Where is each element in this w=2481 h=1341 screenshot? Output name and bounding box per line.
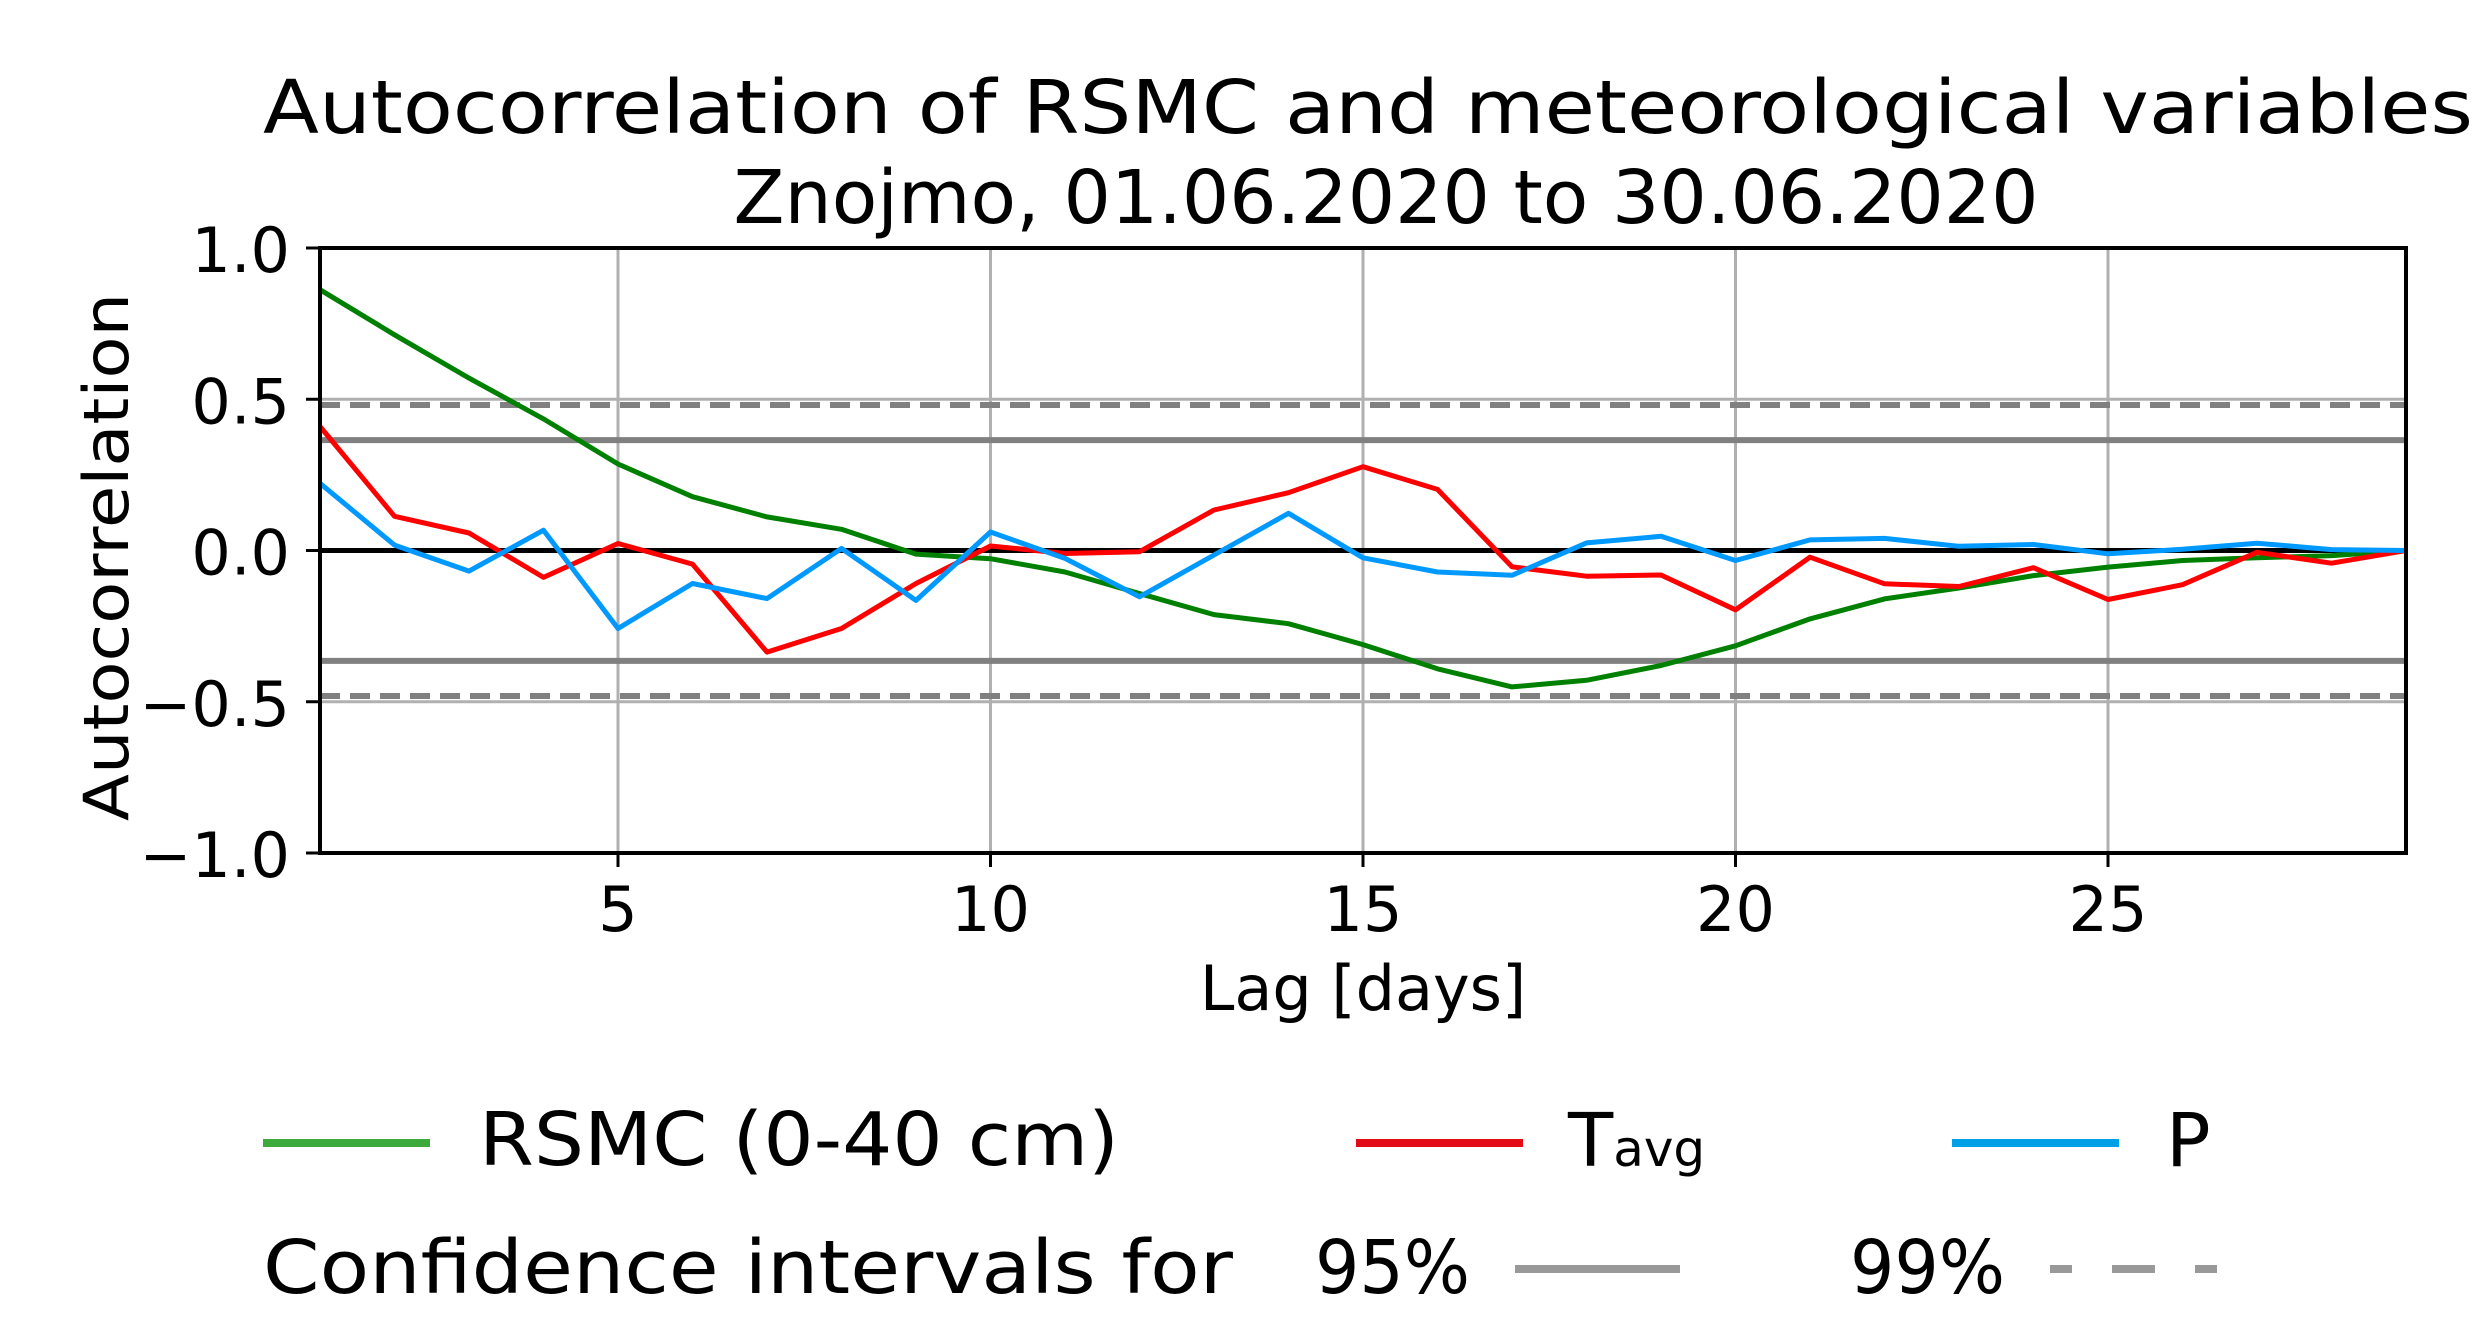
legend-label-p: P xyxy=(2166,1098,2211,1184)
legend-ci99-label: 99% xyxy=(1850,1225,2005,1311)
legend-label-tavg: Tavg xyxy=(1567,1098,1705,1184)
axes-layer xyxy=(306,246,2408,867)
reference-lines-layer xyxy=(320,401,2406,700)
legend-item-tavg: Tavg xyxy=(1356,1098,1705,1184)
y-tick-label: −0.5 xyxy=(139,668,290,741)
x-tick-label: 15 xyxy=(1324,873,1403,946)
x-tick-label: 10 xyxy=(951,873,1030,946)
legend-label-tavg-main: T xyxy=(1567,1098,1614,1184)
y-tick-label: 0.0 xyxy=(191,517,290,590)
y-tick-label: 1.0 xyxy=(191,214,290,287)
chart-subtitle: Znojmo, 01.06.2020 to 30.06.2020 xyxy=(734,155,2039,241)
tick-labels-layer: 5 10 15 20 25 1.0 0.5 0.0 −0.5 −1.0 xyxy=(139,214,2147,946)
legend-item-rsmc: RSMC (0-40 cm) xyxy=(263,1097,1119,1183)
y-tick-label: 0.5 xyxy=(191,365,290,438)
legend-label-rsmc: RSMC (0-40 cm) xyxy=(479,1097,1119,1183)
legend-ci95-label: 95% xyxy=(1315,1225,1470,1311)
x-tick-label: 5 xyxy=(598,873,637,946)
legend-ci-caption: Confidence intervals for xyxy=(263,1225,1234,1311)
legend: RSMC (0-40 cm) Tavg P Confidence interva… xyxy=(263,1097,2217,1311)
x-tick-label: 25 xyxy=(2069,873,2148,946)
x-tick-label: 20 xyxy=(1696,873,1775,946)
x-axis-label: Lag [days] xyxy=(1200,952,1526,1025)
series-layer xyxy=(318,287,2407,690)
legend-label-tavg-sub: avg xyxy=(1613,1120,1705,1178)
legend-item-p: P xyxy=(1952,1098,2211,1184)
y-axis-label: Autocorrelation xyxy=(70,293,143,821)
y-tick-label: −1.0 xyxy=(139,819,290,892)
chart-title: Autocorrelation of RSMC and meteorologic… xyxy=(263,65,2473,151)
